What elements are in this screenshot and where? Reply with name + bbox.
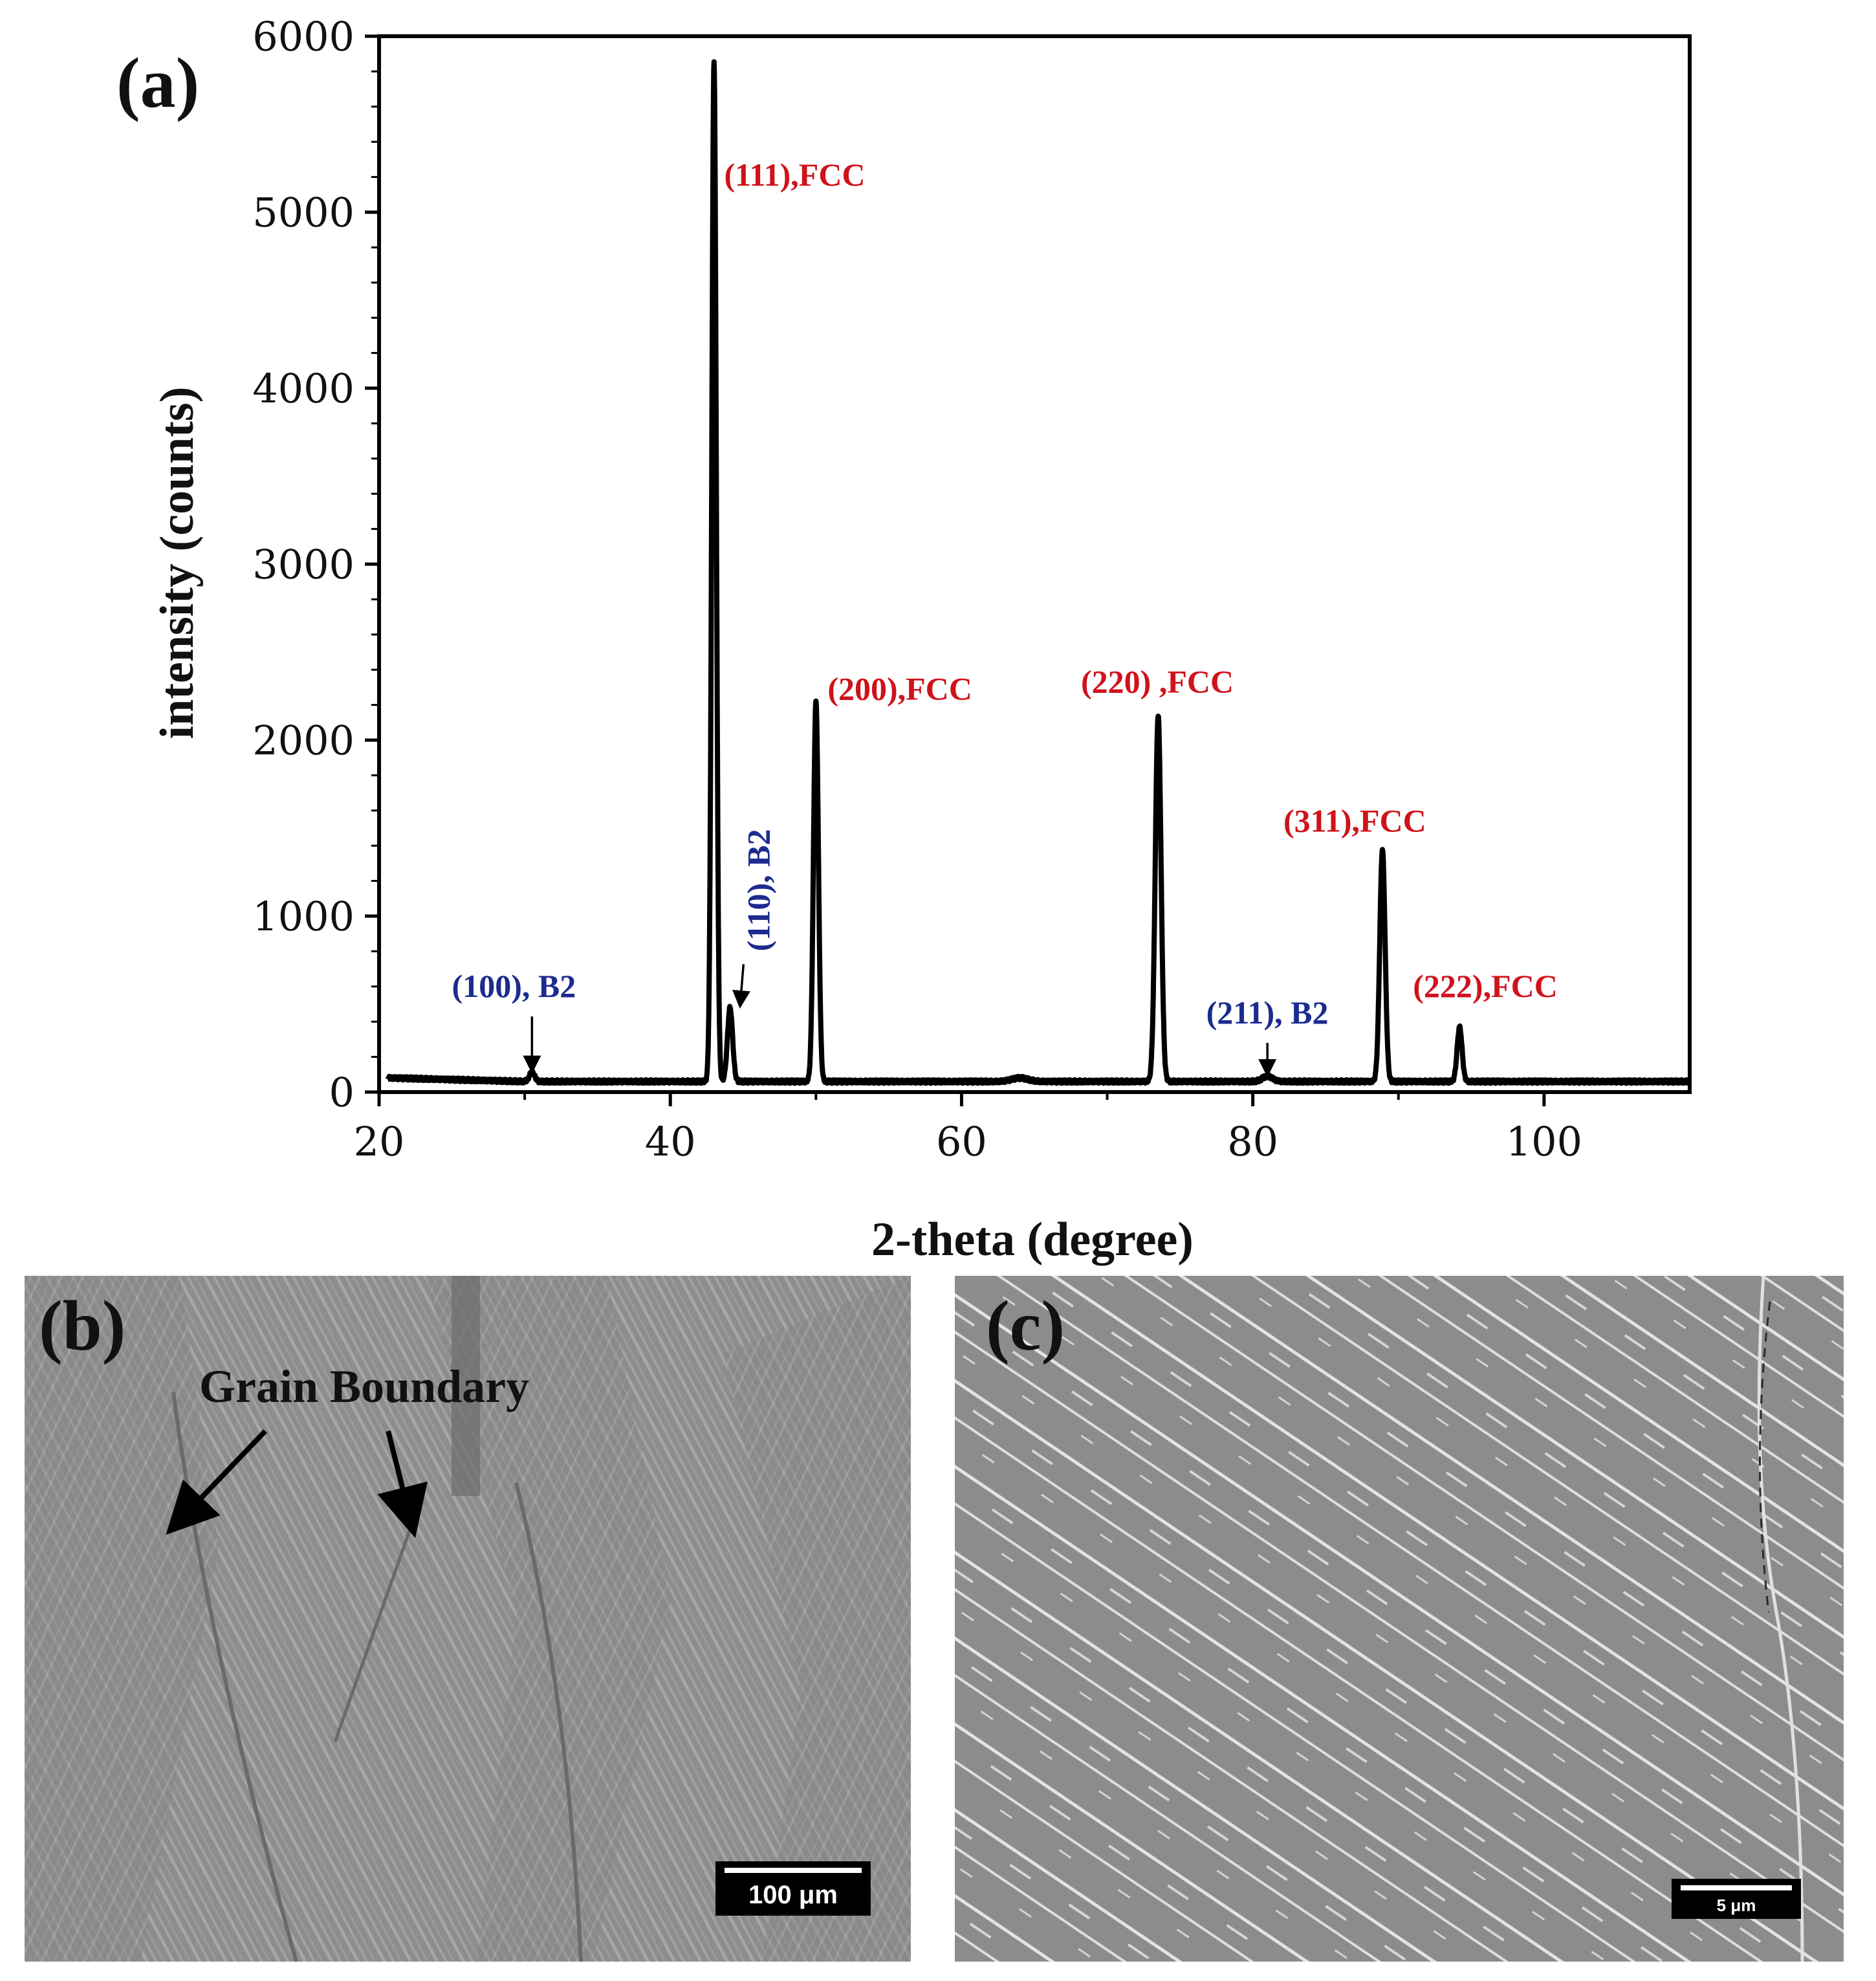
y-axis-title: intensity (counts) — [151, 387, 204, 739]
chart-marks — [386, 59, 1692, 1086]
peak-label: (222),FCC — [1413, 968, 1558, 1004]
scalebar-b: 100 μm — [715, 1861, 871, 1916]
peak-label: (100), B2 — [452, 968, 576, 1004]
x-tick-label: 80 — [1227, 1118, 1278, 1165]
micrograph-b-image — [25, 1276, 911, 1962]
panel-b-label: (b) — [39, 1286, 126, 1365]
micrograph-c-image — [955, 1276, 1844, 1962]
panel-c-label: (c) — [986, 1286, 1065, 1365]
scalebar-c: 5 μm — [1672, 1879, 1801, 1919]
xrd-chart: (a) 20 40 60 80 1000100020003000400050006000… — [116, 13, 1692, 1266]
panel-a-label: (a) — [116, 43, 199, 122]
peak-label: (311),FCC — [1283, 802, 1426, 838]
micrograph-c: (c) 5 μm — [955, 1276, 1844, 1962]
y-tick-label: 6000 — [252, 13, 354, 60]
xrd-pattern-line — [386, 59, 1692, 1086]
chart-annotations: (111),FCC (200),FCC (220) ,FCC (311),FCC (22… — [452, 157, 1558, 1078]
peak-label: (200),FCC — [827, 670, 972, 706]
y-tick-label: 1000 — [252, 893, 354, 940]
x-tick-label: 20 — [354, 1118, 405, 1165]
scalebar-c-label: 5 μm — [1716, 1896, 1756, 1915]
scalebar-b-label: 100 μm — [748, 1881, 838, 1909]
x-axis-title: 2-theta (degree) — [871, 1213, 1194, 1266]
y-tick-label: 3000 — [252, 541, 354, 588]
y-tick-label: 2000 — [252, 717, 354, 764]
y-tick-label: 5000 — [252, 189, 354, 236]
x-tick-label: 60 — [936, 1118, 987, 1165]
micrograph-b: (b) Grain Boundary 100 μm — [25, 1276, 911, 1962]
grain-boundary-label: Grain Boundary — [199, 1361, 530, 1412]
peak-label: (111),FCC — [725, 157, 866, 193]
peak-label: (110), B2 — [740, 829, 776, 951]
peak-arrow — [732, 964, 750, 1009]
y-tick-label: 4000 — [252, 365, 354, 412]
plot-frame — [377, 34, 1692, 1094]
peak-label: (211), B2 — [1206, 994, 1329, 1031]
y-tick-label: 0 — [329, 1069, 354, 1116]
peak-label: (220) ,FCC — [1081, 664, 1234, 700]
x-tick-label: 100 — [1506, 1118, 1582, 1165]
x-tick-label: 40 — [645, 1118, 696, 1165]
